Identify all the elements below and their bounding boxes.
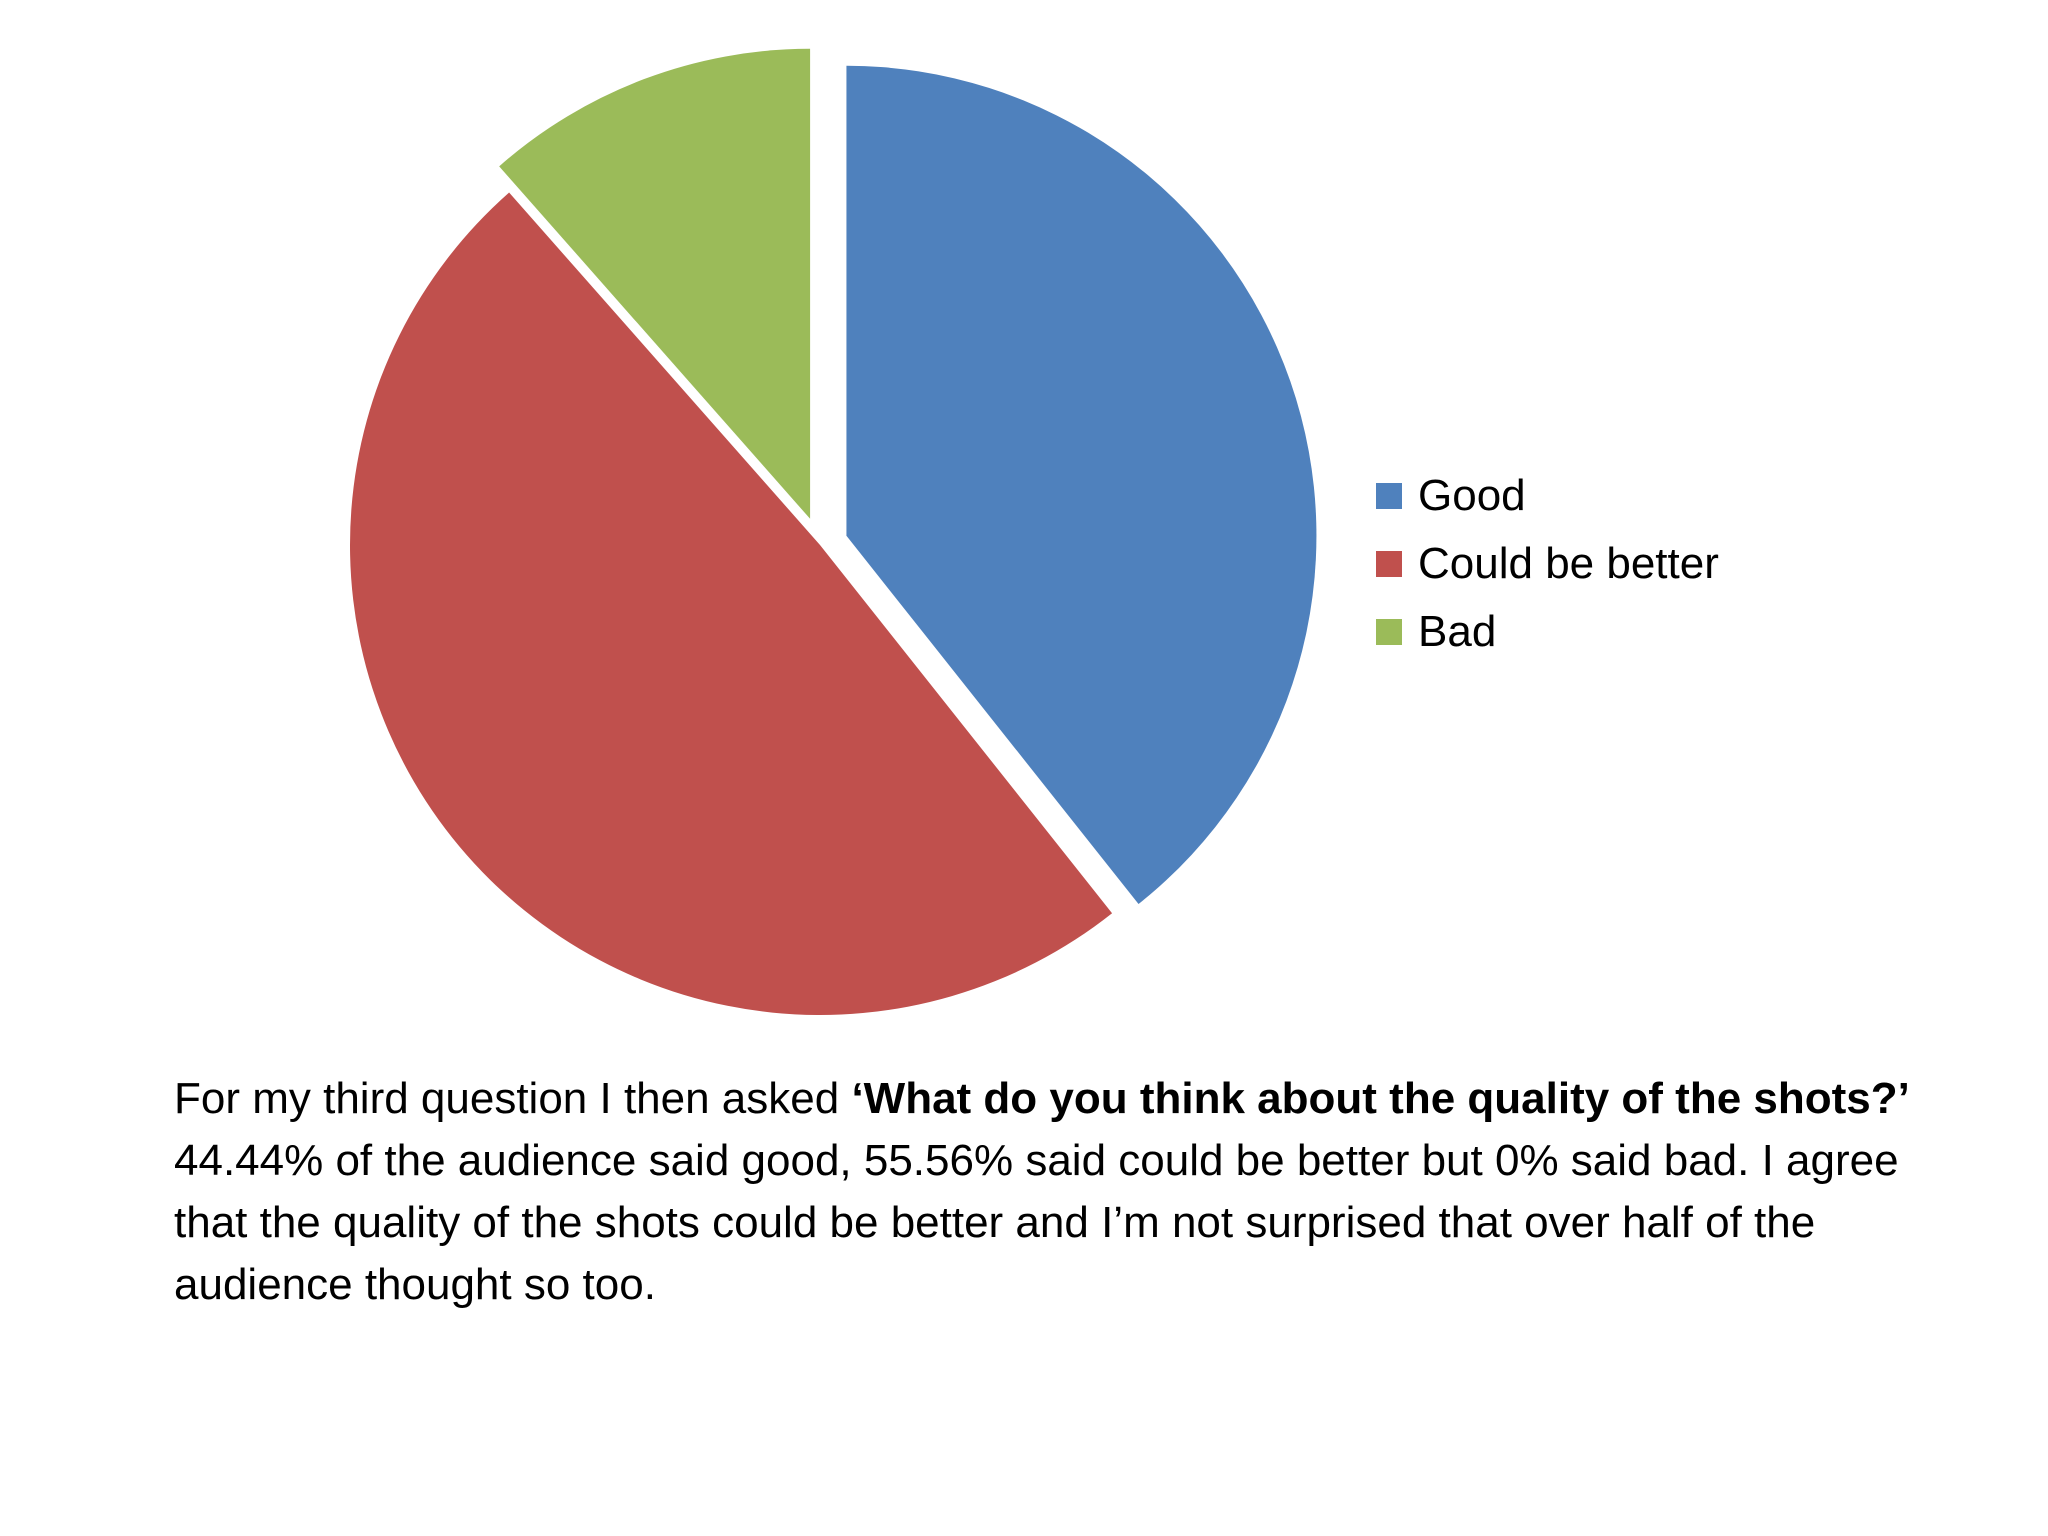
legend-item-could-be-better: Could be better xyxy=(1376,530,1719,598)
pie-slices xyxy=(350,48,1317,1015)
legend-label-bad: Bad xyxy=(1418,607,1497,656)
pie-slice-bad xyxy=(499,48,811,519)
pie-slice-good xyxy=(846,65,1317,905)
chart-legend: Good Could be better Bad xyxy=(1376,462,1719,666)
legend-swatch-bad xyxy=(1376,619,1402,645)
legend-swatch-good xyxy=(1376,483,1402,509)
legend-label-could-be-better: Could be better xyxy=(1418,539,1719,588)
caption-question: ‘What do you think about the quality of … xyxy=(851,1074,1910,1123)
pie-slice-could-be-better xyxy=(350,192,1113,1015)
legend-label-good: Good xyxy=(1418,471,1526,520)
legend-item-bad: Bad xyxy=(1376,598,1719,666)
caption-intro: For my third question I then asked xyxy=(174,1074,852,1123)
legend-swatch-could-be-better xyxy=(1376,551,1402,577)
caption-paragraph: For my third question I then asked ‘What… xyxy=(174,1068,1924,1316)
pie-chart xyxy=(350,48,1317,1015)
caption-body: 44.44% of the audience said good, 55.56%… xyxy=(174,1136,1899,1309)
legend-item-good: Good xyxy=(1376,462,1719,530)
